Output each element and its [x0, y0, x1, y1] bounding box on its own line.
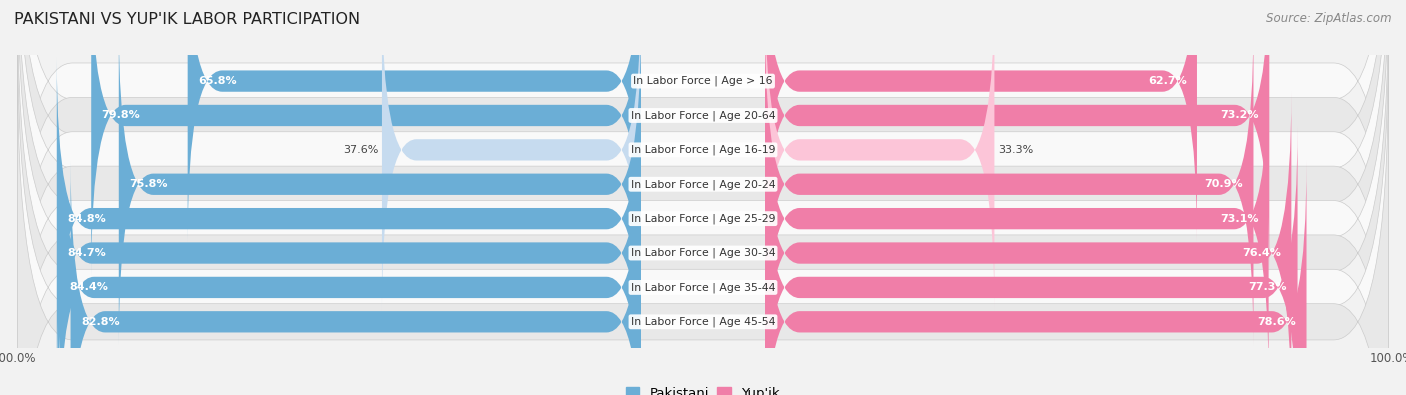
- Text: In Labor Force | Age 20-24: In Labor Force | Age 20-24: [631, 179, 775, 190]
- Text: 37.6%: 37.6%: [343, 145, 378, 155]
- Text: 33.3%: 33.3%: [998, 145, 1033, 155]
- Text: 76.4%: 76.4%: [1241, 248, 1281, 258]
- Text: 75.8%: 75.8%: [129, 179, 167, 189]
- Legend: Pakistani, Yup'ik: Pakistani, Yup'ik: [621, 382, 785, 395]
- FancyBboxPatch shape: [17, 0, 1389, 395]
- FancyBboxPatch shape: [765, 57, 1268, 380]
- Text: In Labor Force | Age 30-34: In Labor Force | Age 30-34: [631, 248, 775, 258]
- FancyBboxPatch shape: [765, 23, 1254, 346]
- Text: 84.7%: 84.7%: [67, 248, 107, 258]
- Text: In Labor Force | Age 35-44: In Labor Force | Age 35-44: [631, 282, 775, 293]
- Text: In Labor Force | Age 25-29: In Labor Force | Age 25-29: [631, 213, 775, 224]
- FancyBboxPatch shape: [17, 30, 1389, 395]
- Text: Source: ZipAtlas.com: Source: ZipAtlas.com: [1267, 12, 1392, 25]
- Text: 73.1%: 73.1%: [1220, 214, 1258, 224]
- FancyBboxPatch shape: [765, 0, 1270, 277]
- Text: In Labor Force | Age 45-54: In Labor Force | Age 45-54: [631, 316, 775, 327]
- FancyBboxPatch shape: [58, 92, 641, 395]
- Text: In Labor Force | Age 16-19: In Labor Force | Age 16-19: [631, 145, 775, 155]
- FancyBboxPatch shape: [765, 126, 1298, 395]
- Text: In Labor Force | Age > 16: In Labor Force | Age > 16: [633, 76, 773, 87]
- Text: 82.8%: 82.8%: [82, 317, 120, 327]
- FancyBboxPatch shape: [765, 0, 994, 311]
- Text: 77.3%: 77.3%: [1249, 282, 1288, 292]
- FancyBboxPatch shape: [17, 0, 1389, 338]
- FancyBboxPatch shape: [59, 126, 641, 395]
- FancyBboxPatch shape: [17, 0, 1389, 395]
- Text: 78.6%: 78.6%: [1257, 317, 1296, 327]
- FancyBboxPatch shape: [70, 160, 641, 395]
- Text: 73.2%: 73.2%: [1220, 111, 1258, 120]
- FancyBboxPatch shape: [118, 23, 641, 346]
- Text: 62.7%: 62.7%: [1147, 76, 1187, 86]
- FancyBboxPatch shape: [17, 0, 1389, 395]
- FancyBboxPatch shape: [17, 65, 1389, 395]
- FancyBboxPatch shape: [91, 0, 641, 277]
- Text: 65.8%: 65.8%: [198, 76, 236, 86]
- Text: 70.9%: 70.9%: [1205, 179, 1243, 189]
- Text: 79.8%: 79.8%: [101, 111, 141, 120]
- FancyBboxPatch shape: [382, 0, 641, 311]
- FancyBboxPatch shape: [56, 57, 641, 380]
- FancyBboxPatch shape: [765, 160, 1306, 395]
- FancyBboxPatch shape: [17, 0, 1389, 372]
- FancyBboxPatch shape: [765, 0, 1197, 243]
- FancyBboxPatch shape: [187, 0, 641, 243]
- Text: In Labor Force | Age 20-64: In Labor Force | Age 20-64: [631, 110, 775, 121]
- Text: 84.4%: 84.4%: [70, 282, 108, 292]
- Text: 84.8%: 84.8%: [67, 214, 105, 224]
- Text: PAKISTANI VS YUP'IK LABOR PARTICIPATION: PAKISTANI VS YUP'IK LABOR PARTICIPATION: [14, 12, 360, 27]
- FancyBboxPatch shape: [17, 0, 1389, 395]
- FancyBboxPatch shape: [765, 92, 1291, 395]
